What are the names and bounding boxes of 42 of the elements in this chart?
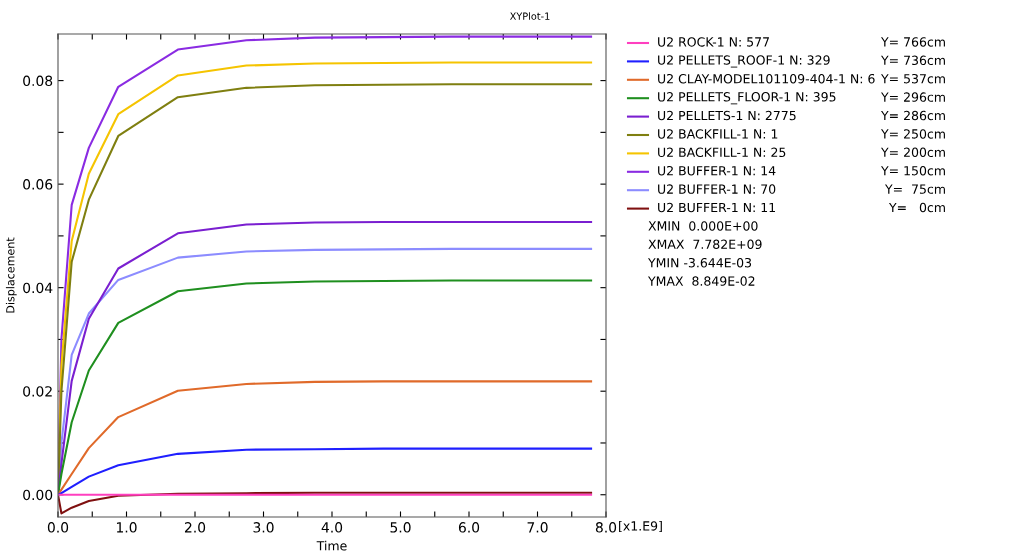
legend-label: U2 BUFFER-1 N: 14 [658,165,776,176]
y-tick-label: 0.08 [23,75,53,87]
text: YMIN -3.644E-03 [647,257,752,268]
x-tick-label: 6.0 [458,522,480,533]
text: Y= 296cm [880,92,945,102]
text: YMAX 8.849E-02 [647,276,755,286]
text: XMIN 0.000E+00 [648,221,758,231]
legend-label: U2 PELLETS_ROOF-1 N: 329 [658,55,830,68]
y-tick-label: 0.04 [23,282,53,294]
legend-label: U2 PELLETS-1 N: 2775 [658,110,796,121]
y-tick-label: 0.02 [23,386,52,397]
legend-label: U2 BUFFER-1 N: 70 [658,184,776,194]
text: Y= 75cm [884,184,945,194]
text: Y= 537cm [880,73,945,84]
chart-title: XYPlot-1 [509,12,550,20]
text: Y= 200cm [880,147,945,158]
text: Y= 150cm [880,165,945,176]
legend-label: U2 BUFFER-1 N: 11 [658,202,775,213]
text: Y= 766cm [880,37,945,47]
x-tick-label: 7.0 [527,522,548,533]
legend-label: U2 BACKFILL-1 N: 25 [658,147,786,158]
text: Y= 736cm [880,55,945,66]
x-tick-label: 2.0 [184,522,206,533]
x-tick-label: 0.0 [47,522,69,533]
x-tick-label: 1.0 [116,522,137,533]
legend-label: U2 PELLETS_FLOOR-1 N: 395 [658,92,836,105]
text: [x1.E9] [619,520,662,533]
legend-label: U2 CLAY-MODEL101109-404-1 N: 6 [658,73,875,84]
y-tick-label: 0.00 [23,489,53,501]
x-tick-label: 5.0 [390,522,411,533]
x-tick-label: 8.0 [595,522,617,533]
text: XMAX 7.782E+09 [648,239,762,250]
y-axis-title: Displacement [5,237,17,313]
x-tick-label: 3.0 [253,522,274,533]
text: Y= 250cm [880,129,945,139]
x-tick-label: 4.0 [321,522,343,533]
y-tick-label: 0.06 [23,179,53,190]
text: Y= 0cm [888,202,945,213]
legend-label: U2 ROCK-1 N: 577 [658,37,769,47]
text: Y= 286cm [880,110,945,121]
x-axis-title: Time [316,540,347,551]
legend-label: U2 BACKFILL-1 N: 1 [658,129,778,139]
